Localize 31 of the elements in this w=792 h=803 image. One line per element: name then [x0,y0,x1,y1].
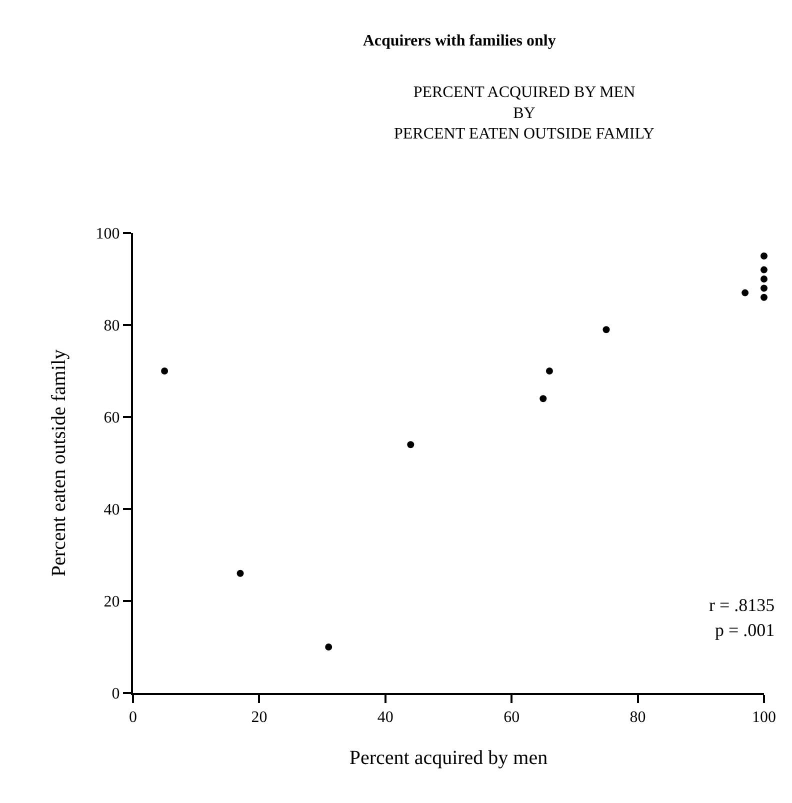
x-tick-label: 0 [129,709,137,726]
point [602,326,610,334]
y-tick-label: 80 [104,318,120,335]
y-tick-label: 20 [104,594,120,611]
y-tick-label: 0 [112,686,120,703]
y-axis-title: Percent eaten outside family [48,349,70,577]
x-tick-label: 20 [251,709,268,726]
annotation: p = .001 [715,620,775,640]
annotation: r = .8135 [709,595,775,615]
point [760,294,768,301]
x-tick-label: 100 [752,709,776,726]
point [742,289,749,296]
x-axis-title: Percent acquired by men [349,747,548,770]
point [546,368,553,374]
x-tick-label: 80 [630,709,646,726]
point [760,266,768,274]
x-tick-label: 40 [377,709,394,726]
x-tick-label: 60 [504,709,520,726]
point [760,252,768,260]
point [760,276,768,282]
point [407,441,414,448]
y-tick-label: 40 [104,502,120,519]
point [161,368,168,374]
point [540,395,547,402]
chart-subtitle: PERCENT ACQUIRED BY MEN BY PERCENT EATEN OUTSIDE FAMILY [394,84,655,143]
y-tick-label: 60 [104,410,120,427]
point [236,570,244,577]
chart-title: Acquirers with families only [362,32,556,50]
point [325,644,332,650]
y-tick-label: 100 [96,226,120,243]
point [760,284,768,292]
